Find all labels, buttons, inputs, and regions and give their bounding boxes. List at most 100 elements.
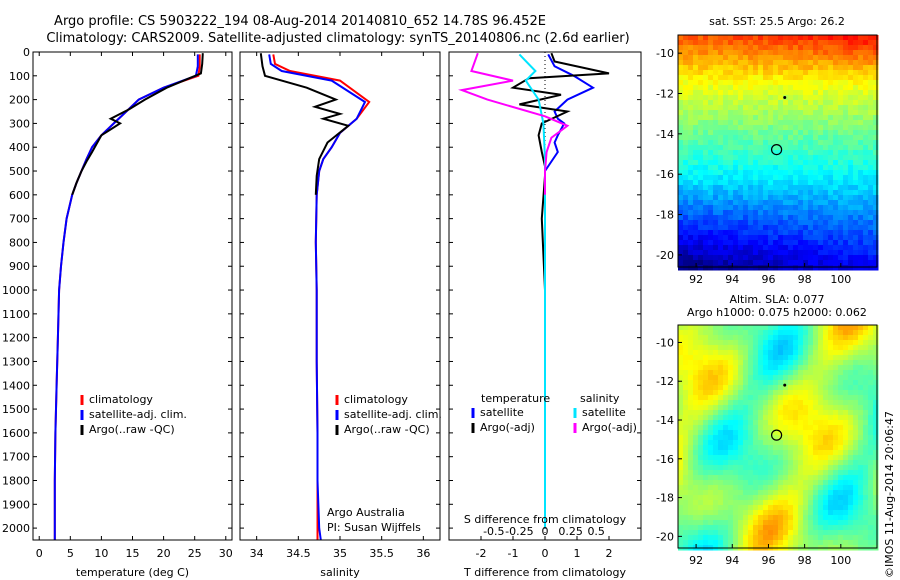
- map-cell: [848, 450, 854, 456]
- map-cell: [783, 385, 789, 391]
- map-cell: [813, 80, 819, 86]
- map-cell: [838, 345, 844, 351]
- map-cell: [703, 420, 709, 426]
- map-cell: [823, 235, 829, 241]
- map-cell: [793, 445, 799, 451]
- map-cell: [698, 150, 704, 156]
- map-cell: [848, 420, 854, 426]
- map-cell: [758, 350, 764, 356]
- map-cell: [713, 160, 719, 166]
- map-cell: [813, 110, 819, 116]
- map-cell: [698, 175, 704, 181]
- map-cell: [848, 130, 854, 136]
- map-cell: [728, 35, 734, 41]
- map-cell: [828, 40, 834, 46]
- map-cell: [693, 345, 699, 351]
- map-cell: [853, 165, 859, 171]
- map-cell: [693, 265, 699, 271]
- annotation-line: Argo Australia: [327, 506, 405, 519]
- map-cell: [708, 240, 714, 246]
- map-cell: [858, 395, 864, 401]
- legend-entry: satellite: [480, 406, 524, 419]
- map-cell: [683, 40, 689, 46]
- map-cell: [838, 225, 844, 231]
- map-cell: [753, 185, 759, 191]
- map-cell: [688, 490, 694, 496]
- map-cell: [768, 175, 774, 181]
- map-cell: [783, 205, 789, 211]
- map-cell: [853, 180, 859, 186]
- map-cell: [758, 245, 764, 251]
- map-cell: [743, 100, 749, 106]
- map-cell: [823, 260, 829, 266]
- map-cell: [738, 190, 744, 196]
- map-cell: [808, 200, 814, 206]
- map-cell: [858, 520, 864, 526]
- map-cell: [758, 250, 764, 256]
- map-cell: [758, 145, 764, 151]
- map-cell: [703, 355, 709, 361]
- map-cell: [768, 515, 774, 521]
- map-cell: [828, 240, 834, 246]
- map-cell: [743, 515, 749, 521]
- map-cell: [698, 500, 704, 506]
- map-cell: [838, 375, 844, 381]
- map-cell: [828, 195, 834, 201]
- map-cell: [853, 530, 859, 536]
- map-cell: [683, 490, 689, 496]
- map-cell: [848, 390, 854, 396]
- map-cell: [818, 460, 824, 466]
- map-cell: [828, 470, 834, 476]
- map-cell: [768, 490, 774, 496]
- map-cell: [678, 135, 684, 141]
- map-cell: [783, 85, 789, 91]
- map-cell: [723, 50, 729, 56]
- map-cell: [723, 350, 729, 356]
- map-cell: [698, 165, 704, 171]
- x-tick-label: -2: [476, 547, 487, 560]
- map-cell: [793, 125, 799, 131]
- map-cell: [778, 120, 784, 126]
- map-cell: [713, 130, 719, 136]
- map-cell: [723, 535, 729, 541]
- map-cell: [823, 350, 829, 356]
- map-cell: [738, 425, 744, 431]
- map-cell: [868, 200, 874, 206]
- map-cell: [678, 385, 684, 391]
- map-cell: [763, 110, 769, 116]
- map-cell: [708, 155, 714, 161]
- map-cell: [858, 450, 864, 456]
- map-cell: [773, 200, 779, 206]
- map-cell: [808, 140, 814, 146]
- map-cell: [768, 340, 774, 346]
- map-cell: [713, 125, 719, 131]
- map-cell: [818, 190, 824, 196]
- map-cell: [748, 75, 754, 81]
- map-cell: [748, 360, 754, 366]
- map-cell: [698, 95, 704, 101]
- map-cell: [818, 90, 824, 96]
- map-cell: [748, 185, 754, 191]
- map-cell: [733, 180, 739, 186]
- map-cell: [698, 255, 704, 261]
- map-cell: [818, 335, 824, 341]
- map-cell: [723, 35, 729, 41]
- map-cell: [838, 105, 844, 111]
- map-cell: [698, 470, 704, 476]
- map-cell: [733, 235, 739, 241]
- map-cell: [813, 145, 819, 151]
- map-cell: [798, 260, 804, 266]
- map-cell: [813, 345, 819, 351]
- map-cell: [853, 425, 859, 431]
- map-cell: [698, 110, 704, 116]
- map-cell: [873, 335, 879, 341]
- map-cell: [693, 450, 699, 456]
- map-cell: [793, 135, 799, 141]
- map-cell: [753, 355, 759, 361]
- map-cell: [828, 540, 834, 546]
- map-cell: [788, 240, 794, 246]
- map-cell: [823, 190, 829, 196]
- map-cell: [788, 255, 794, 261]
- map-cell: [728, 160, 734, 166]
- map-cell: [788, 505, 794, 511]
